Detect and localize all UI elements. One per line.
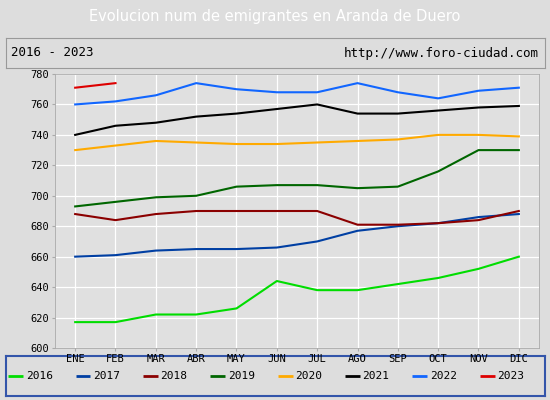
Text: 2020: 2020 <box>295 371 322 381</box>
Text: 2017: 2017 <box>93 371 120 381</box>
Text: 2022: 2022 <box>430 371 457 381</box>
Text: 2016 - 2023: 2016 - 2023 <box>11 46 94 60</box>
Text: Evolucion num de emigrantes en Aranda de Duero: Evolucion num de emigrantes en Aranda de… <box>89 10 461 24</box>
Text: 2023: 2023 <box>497 371 524 381</box>
Text: 2021: 2021 <box>362 371 389 381</box>
Text: 2016: 2016 <box>26 371 53 381</box>
Text: http://www.foro-ciudad.com: http://www.foro-ciudad.com <box>344 46 539 60</box>
Text: 2019: 2019 <box>228 371 255 381</box>
Text: 2018: 2018 <box>161 371 188 381</box>
